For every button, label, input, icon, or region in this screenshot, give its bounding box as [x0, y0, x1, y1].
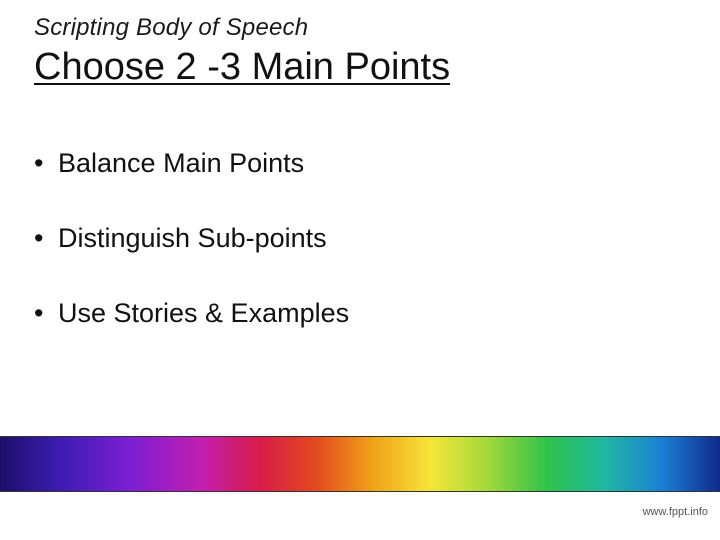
- slide: Scripting Body of Speech Choose 2 -3 Mai…: [0, 0, 720, 540]
- slide-title: Choose 2 -3 Main Points: [34, 46, 450, 89]
- bullet-text: Distinguish Sub-points: [58, 223, 327, 254]
- list-item: • Use Stories & Examples: [34, 298, 349, 329]
- list-item: • Distinguish Sub-points: [34, 223, 349, 254]
- bullet-text: Balance Main Points: [58, 148, 304, 179]
- bullet-icon: •: [34, 298, 58, 329]
- bullet-icon: •: [34, 223, 58, 254]
- kicker-text: Scripting Body of Speech: [34, 14, 308, 42]
- footer-link: www.fppt.info: [643, 506, 708, 518]
- list-item: • Balance Main Points: [34, 148, 349, 179]
- bullet-text: Use Stories & Examples: [58, 298, 349, 329]
- spectrum-bar: [0, 436, 720, 492]
- footer: www.fppt.info: [0, 492, 720, 540]
- bullet-list: • Balance Main Points • Distinguish Sub-…: [34, 148, 349, 373]
- bullet-icon: •: [34, 148, 58, 179]
